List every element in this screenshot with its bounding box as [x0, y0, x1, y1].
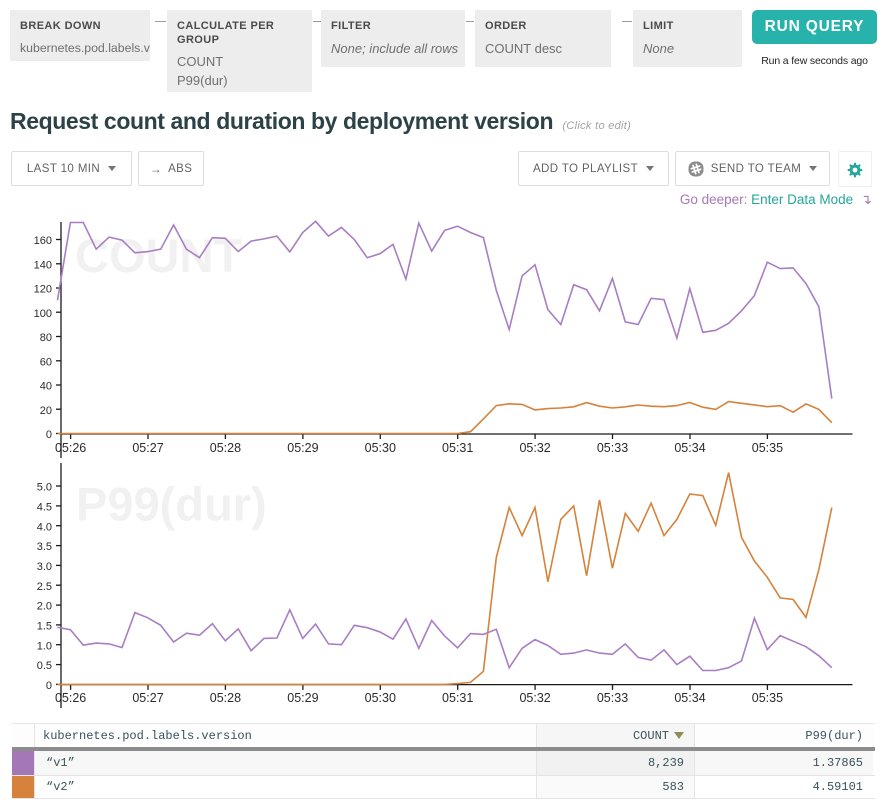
svg-text:05:34: 05:34 — [674, 691, 705, 705]
svg-text:3.0: 3.0 — [37, 561, 52, 573]
svg-text:05:32: 05:32 — [519, 441, 550, 455]
svg-text:0: 0 — [46, 680, 52, 692]
svg-text:P99(dur): P99(dur) — [76, 478, 267, 531]
svg-text:05:26: 05:26 — [55, 691, 86, 705]
svg-text:COUNT: COUNT — [75, 229, 242, 282]
svg-text:120: 120 — [34, 284, 52, 296]
svg-text:1.0: 1.0 — [37, 640, 52, 652]
svg-text:05:34: 05:34 — [674, 441, 705, 455]
svg-text:0: 0 — [46, 429, 52, 441]
svg-text:05:26: 05:26 — [55, 441, 86, 455]
svg-text:2.0: 2.0 — [37, 601, 52, 613]
svg-text:05:33: 05:33 — [597, 441, 628, 455]
svg-text:05:29: 05:29 — [287, 441, 318, 455]
svg-text:3.5: 3.5 — [37, 541, 52, 553]
svg-text:05:35: 05:35 — [752, 441, 783, 455]
svg-text:80: 80 — [40, 332, 52, 344]
svg-text:0.5: 0.5 — [37, 660, 52, 672]
svg-text:05:27: 05:27 — [132, 691, 163, 705]
svg-text:5.0: 5.0 — [37, 482, 52, 494]
svg-text:40: 40 — [40, 381, 52, 393]
svg-text:05:35: 05:35 — [752, 691, 783, 705]
svg-text:20: 20 — [40, 405, 52, 417]
svg-text:160: 160 — [34, 235, 52, 247]
svg-text:05:28: 05:28 — [210, 691, 241, 705]
svg-text:05:31: 05:31 — [442, 691, 473, 705]
svg-text:05:27: 05:27 — [132, 441, 163, 455]
svg-text:05:29: 05:29 — [287, 691, 318, 705]
svg-text:05:30: 05:30 — [365, 441, 396, 455]
svg-text:05:30: 05:30 — [365, 691, 396, 705]
svg-text:140: 140 — [34, 259, 52, 271]
svg-text:05:32: 05:32 — [519, 691, 550, 705]
svg-text:05:28: 05:28 — [210, 441, 241, 455]
svg-text:1.5: 1.5 — [37, 621, 52, 633]
svg-text:100: 100 — [34, 308, 52, 320]
svg-text:05:33: 05:33 — [597, 691, 628, 705]
svg-text:05:31: 05:31 — [442, 441, 473, 455]
svg-text:4.5: 4.5 — [37, 502, 52, 514]
svg-text:2.5: 2.5 — [37, 581, 52, 593]
svg-text:60: 60 — [40, 356, 52, 368]
svg-text:4.0: 4.0 — [37, 521, 52, 533]
